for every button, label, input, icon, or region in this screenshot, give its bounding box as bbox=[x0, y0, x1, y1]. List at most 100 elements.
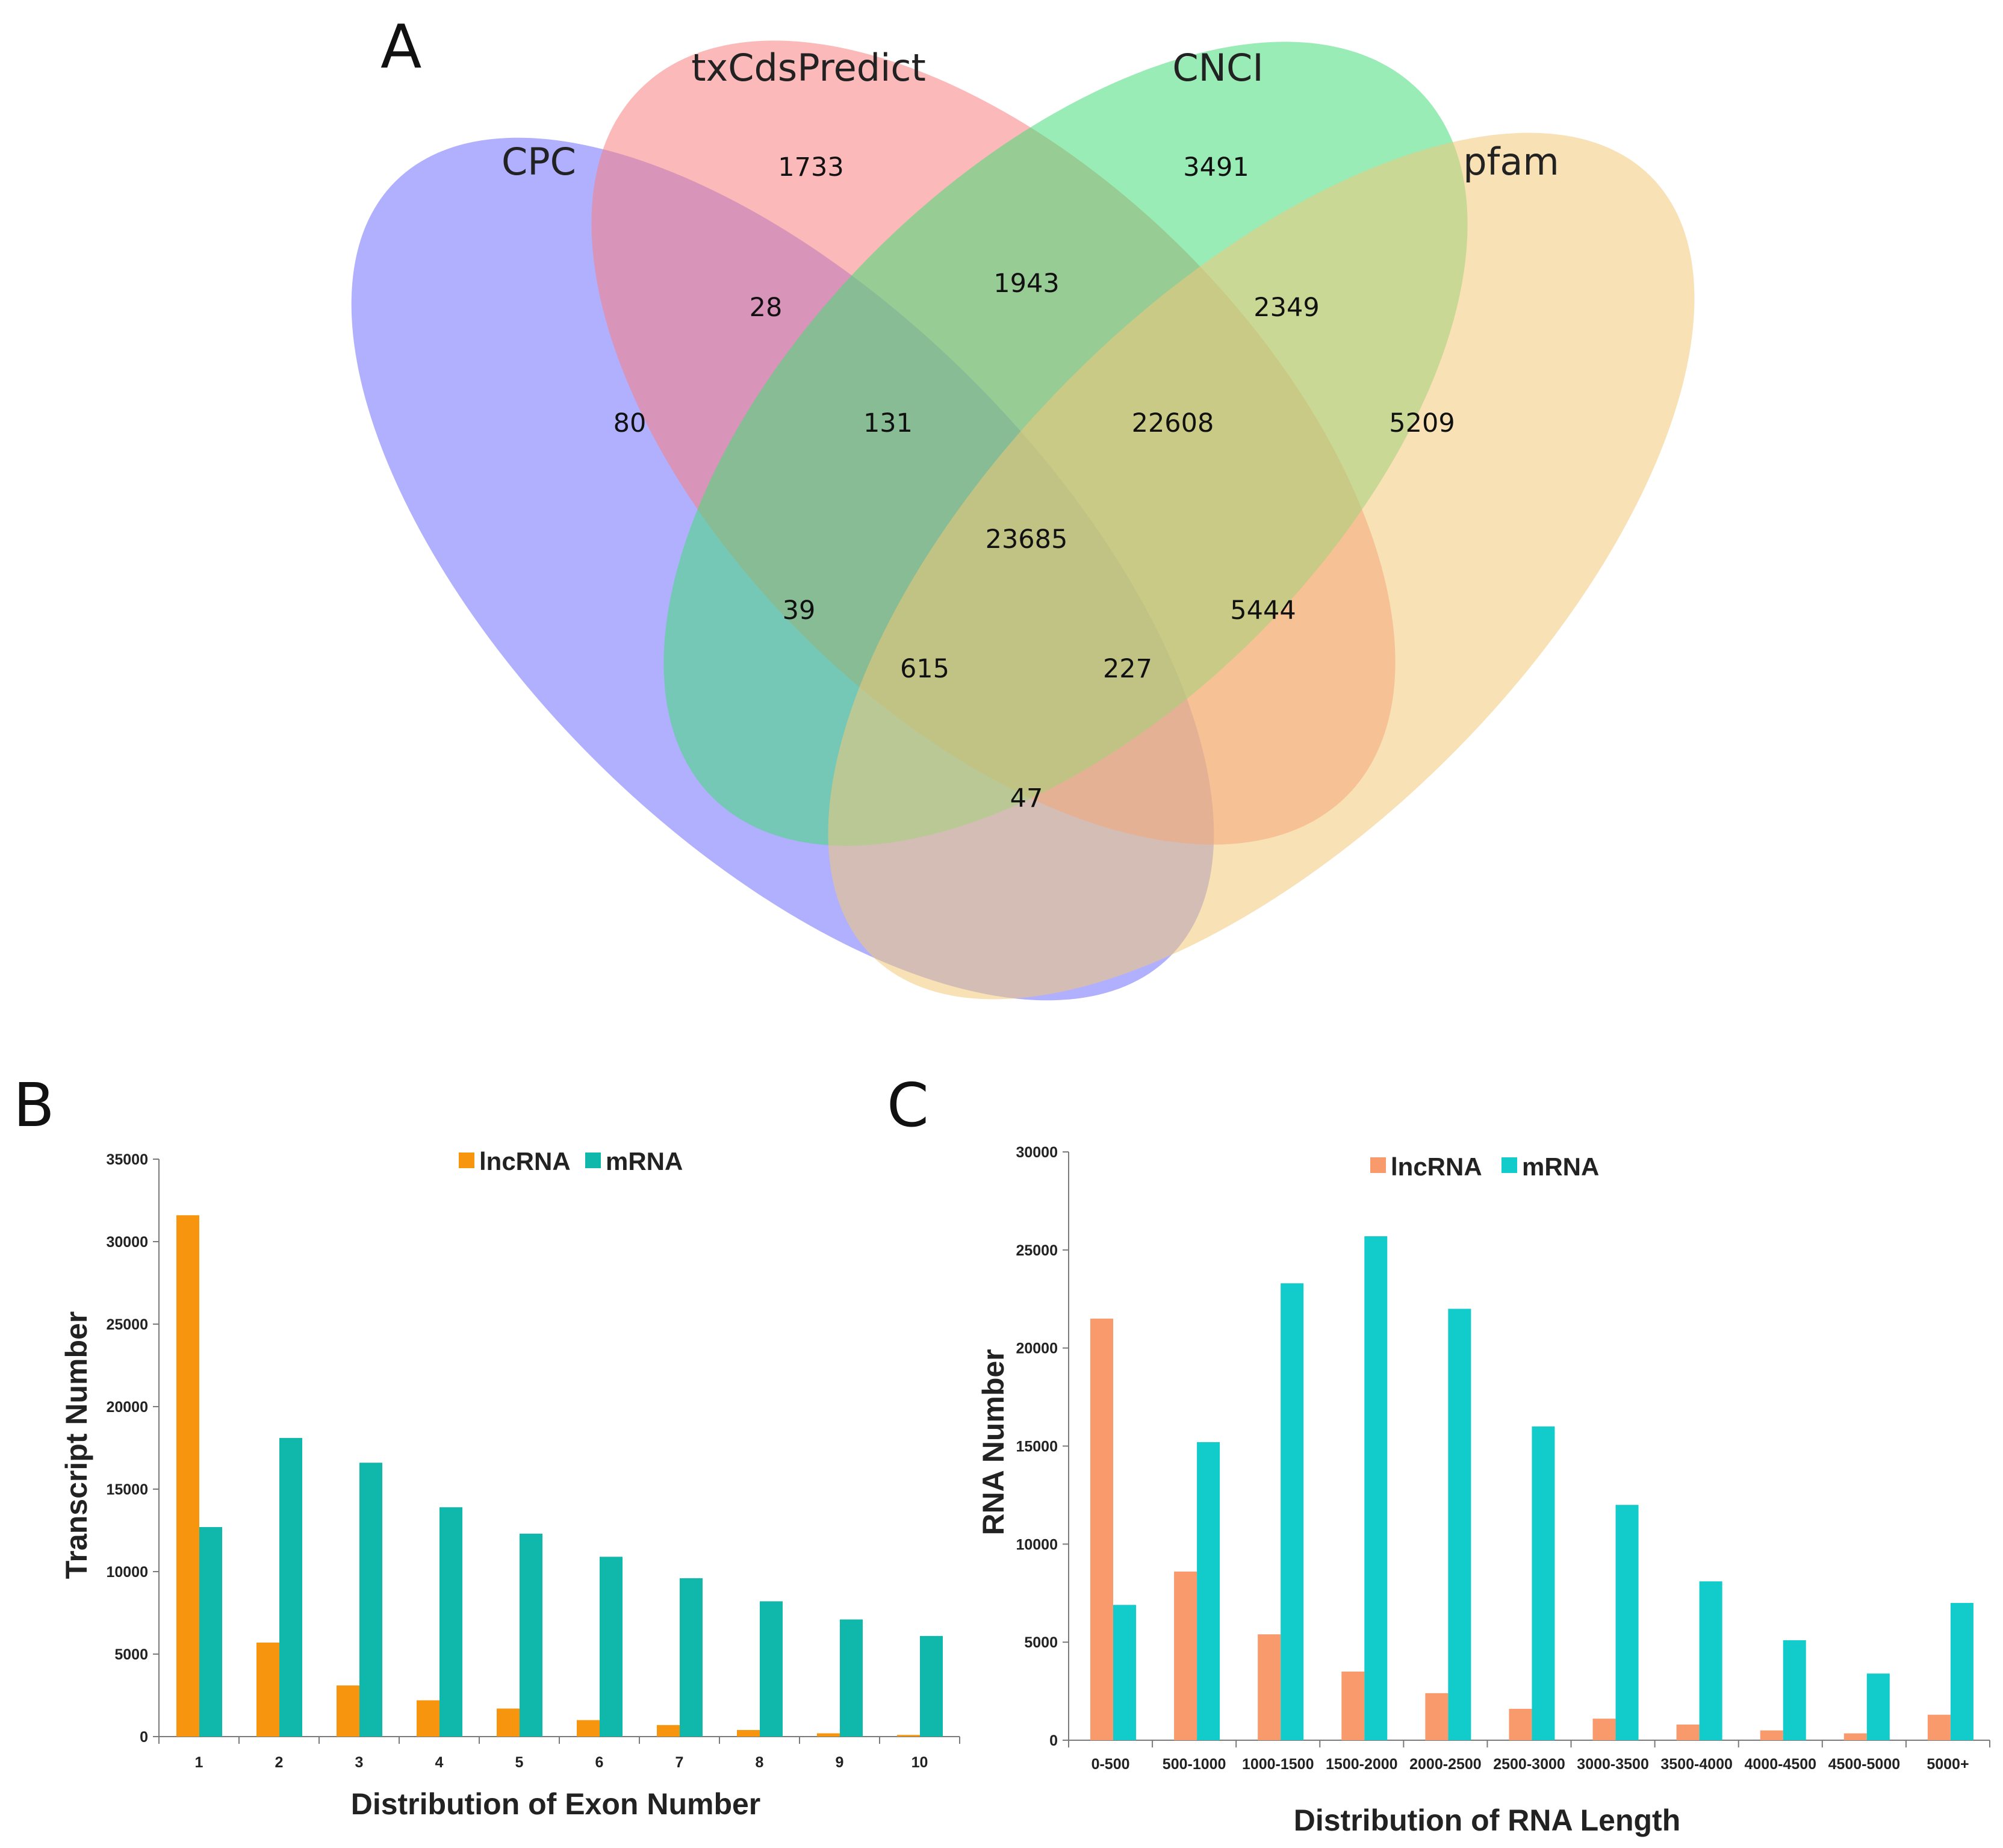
y-tick-label: 5000 bbox=[1024, 1634, 1058, 1651]
bar-lncrna-10 bbox=[897, 1735, 920, 1737]
y-tick-label: 0 bbox=[1049, 1732, 1058, 1749]
bar-mrna-3500-4000 bbox=[1699, 1581, 1722, 1740]
x-tick-label: 9 bbox=[836, 1754, 844, 1771]
x-tick-label: 10 bbox=[911, 1754, 928, 1771]
bar-lncrna-5 bbox=[497, 1708, 520, 1737]
y-tick-label: 10000 bbox=[1016, 1536, 1058, 1553]
chart-b-x-axis-title: Distribution of Exon Number bbox=[351, 1787, 761, 1821]
x-tick-label: 2000-2500 bbox=[1409, 1756, 1482, 1773]
region-count: 227 bbox=[1103, 654, 1152, 684]
region-count: 3491 bbox=[1183, 152, 1249, 182]
region-count: 5209 bbox=[1389, 408, 1455, 438]
x-tick-label: 2500-3000 bbox=[1493, 1756, 1565, 1773]
venn-diagram: A CPC txCdsPredict CNCI pfam 1733 3491 8… bbox=[351, 11, 1695, 1001]
bar-mrna-3000-3500 bbox=[1615, 1505, 1639, 1740]
rna-length-chart: C 0 5000 10000 15000 20000 25000 30000 0-500 500… bbox=[887, 1070, 1990, 1837]
bar-lncrna-8 bbox=[737, 1730, 760, 1737]
y-tick-label: 10000 bbox=[106, 1564, 148, 1581]
chart-c-ticks: 0 5000 10000 15000 20000 25000 30000 0-500 500-1… bbox=[1016, 1144, 1969, 1773]
region-count: 22608 bbox=[1132, 408, 1214, 438]
region-count: 28 bbox=[750, 293, 783, 323]
x-tick-label: 3000-3500 bbox=[1577, 1756, 1649, 1773]
region-count: 1733 bbox=[778, 152, 843, 182]
bar-mrna-4 bbox=[439, 1507, 462, 1737]
bar-mrna-500-1000 bbox=[1197, 1442, 1220, 1740]
bar-lncrna-1 bbox=[176, 1215, 199, 1737]
bar-mrna-1 bbox=[199, 1527, 222, 1737]
bar-mrna-5 bbox=[520, 1533, 542, 1737]
legend-label-mrna: mRNA bbox=[606, 1147, 683, 1175]
region-count: 5444 bbox=[1230, 596, 1296, 626]
panel-label-b: B bbox=[13, 1070, 55, 1140]
chart-c-legend: lncRNA mRNA bbox=[1370, 1153, 1599, 1181]
y-tick-label: 20000 bbox=[106, 1399, 148, 1416]
bar-mrna-2500-3000 bbox=[1532, 1426, 1555, 1740]
bar-lncrna-0-500 bbox=[1090, 1318, 1113, 1740]
chart-c-x-axis-title: Distribution of RNA Length bbox=[1294, 1803, 1680, 1837]
chart-b-ticks: 0 5000 10000 15000 20000 25000 30000 35000 1 2 3 4 5… bbox=[106, 1151, 928, 1771]
bar-lncrna-1500-2000 bbox=[1341, 1672, 1365, 1740]
y-tick-label: 0 bbox=[140, 1729, 148, 1746]
set-label-cnci: CNCI bbox=[1172, 46, 1263, 90]
legend-label-lncrna: lncRNA bbox=[1391, 1153, 1482, 1181]
chart-b-y-axis-title: Transcript Number bbox=[60, 1311, 93, 1579]
bar-mrna-1000-1500 bbox=[1281, 1283, 1304, 1740]
bar-lncrna-3500-4000 bbox=[1676, 1724, 1700, 1740]
bar-lncrna-3 bbox=[337, 1685, 359, 1737]
x-tick-label: 1 bbox=[195, 1754, 203, 1771]
bar-lncrna-1000-1500 bbox=[1258, 1634, 1281, 1740]
region-count: 131 bbox=[863, 408, 913, 438]
exon-number-chart: B 0 5000 10000 15000 20000 25000 30000 35000 1 2 3… bbox=[13, 1070, 960, 1821]
bar-lncrna-5000+ bbox=[1927, 1714, 1951, 1740]
region-count: 2349 bbox=[1253, 293, 1319, 323]
x-tick-label: 0-500 bbox=[1092, 1756, 1130, 1773]
panel-label-a: A bbox=[380, 11, 421, 82]
bar-lncrna-500-1000 bbox=[1174, 1571, 1197, 1740]
bar-mrna-2 bbox=[279, 1438, 302, 1737]
x-tick-label: 4000-4500 bbox=[1744, 1756, 1816, 1773]
y-tick-label: 25000 bbox=[1016, 1242, 1058, 1259]
bar-mrna-0-500 bbox=[1113, 1605, 1136, 1740]
set-label-txcdspredict: txCdsPredict bbox=[691, 46, 926, 90]
x-tick-label: 5000+ bbox=[1927, 1756, 1969, 1773]
x-tick-label: 7 bbox=[675, 1754, 684, 1771]
bar-mrna-5000+ bbox=[1950, 1603, 1973, 1740]
x-tick-label: 8 bbox=[756, 1754, 764, 1771]
set-label-cpc: CPC bbox=[502, 140, 576, 184]
bar-mrna-4000-4500 bbox=[1783, 1640, 1806, 1740]
x-tick-label: 5 bbox=[515, 1754, 524, 1771]
venn-shapes bbox=[351, 40, 1695, 1001]
legend-label-mrna: mRNA bbox=[1522, 1153, 1599, 1181]
bar-mrna-7 bbox=[680, 1578, 703, 1737]
bar-lncrna-2000-2500 bbox=[1425, 1693, 1449, 1740]
legend-swatch-lncrna bbox=[459, 1153, 474, 1168]
y-tick-label: 15000 bbox=[106, 1481, 148, 1498]
y-tick-label: 5000 bbox=[114, 1646, 148, 1663]
y-tick-label: 30000 bbox=[106, 1234, 148, 1251]
chart-c-y-axis-title: RNA Number bbox=[977, 1349, 1010, 1535]
chart-b-legend: lncRNA mRNA bbox=[459, 1147, 683, 1175]
bar-lncrna-4500-5000 bbox=[1843, 1733, 1867, 1740]
panel-label-c: C bbox=[887, 1070, 929, 1140]
region-count: 615 bbox=[900, 654, 949, 684]
region-count: 23685 bbox=[986, 524, 1068, 555]
legend-swatch-mrna bbox=[585, 1153, 601, 1168]
bar-lncrna-7 bbox=[657, 1725, 680, 1737]
chart-b-bars bbox=[176, 1215, 943, 1737]
bar-mrna-1500-2000 bbox=[1364, 1236, 1388, 1740]
x-tick-label: 500-1000 bbox=[1163, 1756, 1226, 1773]
venn-set-labels: CPC txCdsPredict CNCI pfam bbox=[502, 46, 1559, 184]
bar-mrna-6 bbox=[600, 1557, 623, 1737]
x-tick-label: 1000-1500 bbox=[1242, 1756, 1314, 1773]
bar-mrna-2000-2500 bbox=[1448, 1308, 1471, 1740]
bar-lncrna-2 bbox=[256, 1642, 279, 1737]
x-tick-label: 4 bbox=[435, 1754, 444, 1771]
bar-lncrna-4 bbox=[417, 1700, 439, 1737]
x-tick-label: 1500-2000 bbox=[1326, 1756, 1398, 1773]
bar-mrna-4500-5000 bbox=[1866, 1673, 1890, 1740]
x-tick-label: 2 bbox=[275, 1754, 284, 1771]
bar-lncrna-6 bbox=[577, 1720, 600, 1737]
legend-swatch-mrna bbox=[1501, 1157, 1517, 1173]
venn-ellipse-pfam bbox=[828, 132, 1695, 1000]
